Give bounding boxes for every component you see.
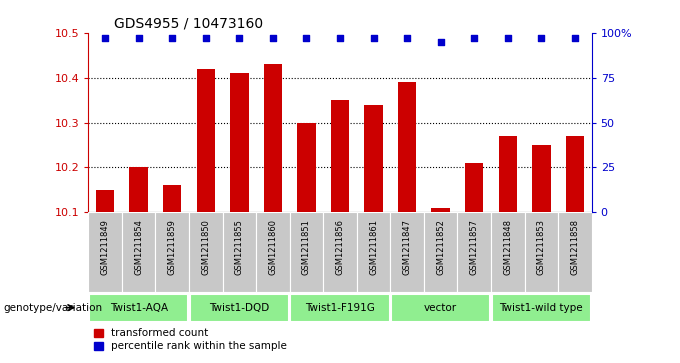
- Bar: [89, 294, 188, 322]
- Bar: [190, 294, 289, 322]
- Point: [435, 39, 446, 45]
- Text: GSM1211860: GSM1211860: [269, 219, 277, 275]
- Text: Twist1-F191G: Twist1-F191G: [305, 303, 375, 313]
- Bar: [364, 105, 383, 212]
- Bar: [465, 163, 483, 212]
- Bar: [524, 212, 558, 292]
- Bar: [256, 212, 290, 292]
- Point: [301, 35, 312, 41]
- Point: [569, 35, 580, 41]
- Bar: [498, 136, 517, 212]
- Point: [368, 35, 379, 41]
- Bar: [390, 212, 424, 292]
- Bar: [222, 212, 256, 292]
- Bar: [330, 100, 350, 212]
- Text: GSM1211847: GSM1211847: [403, 219, 411, 275]
- Bar: [398, 82, 416, 212]
- Bar: [297, 122, 316, 212]
- Bar: [391, 294, 490, 322]
- Point: [469, 35, 479, 41]
- Text: GSM1211852: GSM1211852: [436, 219, 445, 275]
- Bar: [122, 212, 156, 292]
- Point: [335, 35, 345, 41]
- Text: GSM1211854: GSM1211854: [134, 219, 143, 275]
- Text: Twist1-wild type: Twist1-wild type: [500, 303, 583, 313]
- Text: GSM1211861: GSM1211861: [369, 219, 378, 275]
- Point: [167, 35, 177, 41]
- Bar: [357, 212, 390, 292]
- Point: [402, 35, 413, 41]
- Bar: [491, 212, 524, 292]
- Text: GSM1211856: GSM1211856: [335, 219, 345, 275]
- Point: [201, 35, 211, 41]
- Text: GSM1211858: GSM1211858: [571, 219, 579, 275]
- Bar: [129, 167, 148, 212]
- Bar: [230, 73, 249, 212]
- Text: GSM1211855: GSM1211855: [235, 219, 244, 275]
- Bar: [424, 212, 458, 292]
- Bar: [532, 145, 551, 212]
- Point: [133, 35, 144, 41]
- Bar: [492, 294, 591, 322]
- Text: GDS4955 / 10473160: GDS4955 / 10473160: [114, 16, 262, 30]
- Bar: [323, 212, 357, 292]
- Text: GSM1211848: GSM1211848: [503, 219, 512, 275]
- Text: GSM1211857: GSM1211857: [470, 219, 479, 275]
- Bar: [431, 208, 450, 212]
- Text: GSM1211851: GSM1211851: [302, 219, 311, 275]
- Text: GSM1211853: GSM1211853: [537, 219, 546, 275]
- Text: GSM1211850: GSM1211850: [201, 219, 210, 275]
- Bar: [163, 185, 182, 212]
- Text: Twist1-DQD: Twist1-DQD: [209, 303, 269, 313]
- Point: [234, 35, 245, 41]
- Point: [100, 35, 111, 41]
- Bar: [264, 64, 282, 212]
- Text: GSM1211849: GSM1211849: [101, 219, 109, 275]
- Bar: [189, 212, 222, 292]
- Bar: [290, 212, 323, 292]
- Text: GSM1211859: GSM1211859: [168, 219, 177, 275]
- Legend: transformed count, percentile rank within the sample: transformed count, percentile rank withi…: [94, 328, 287, 351]
- Bar: [88, 212, 122, 292]
- Text: Twist1-AQA: Twist1-AQA: [109, 303, 168, 313]
- Point: [503, 35, 513, 41]
- Bar: [197, 69, 215, 212]
- Bar: [458, 212, 491, 292]
- Text: genotype/variation: genotype/variation: [3, 303, 103, 313]
- Point: [536, 35, 547, 41]
- Bar: [566, 136, 584, 212]
- Bar: [96, 190, 114, 212]
- Bar: [558, 212, 592, 292]
- Bar: [290, 294, 390, 322]
- Bar: [156, 212, 189, 292]
- Point: [267, 35, 278, 41]
- Text: vector: vector: [424, 303, 457, 313]
